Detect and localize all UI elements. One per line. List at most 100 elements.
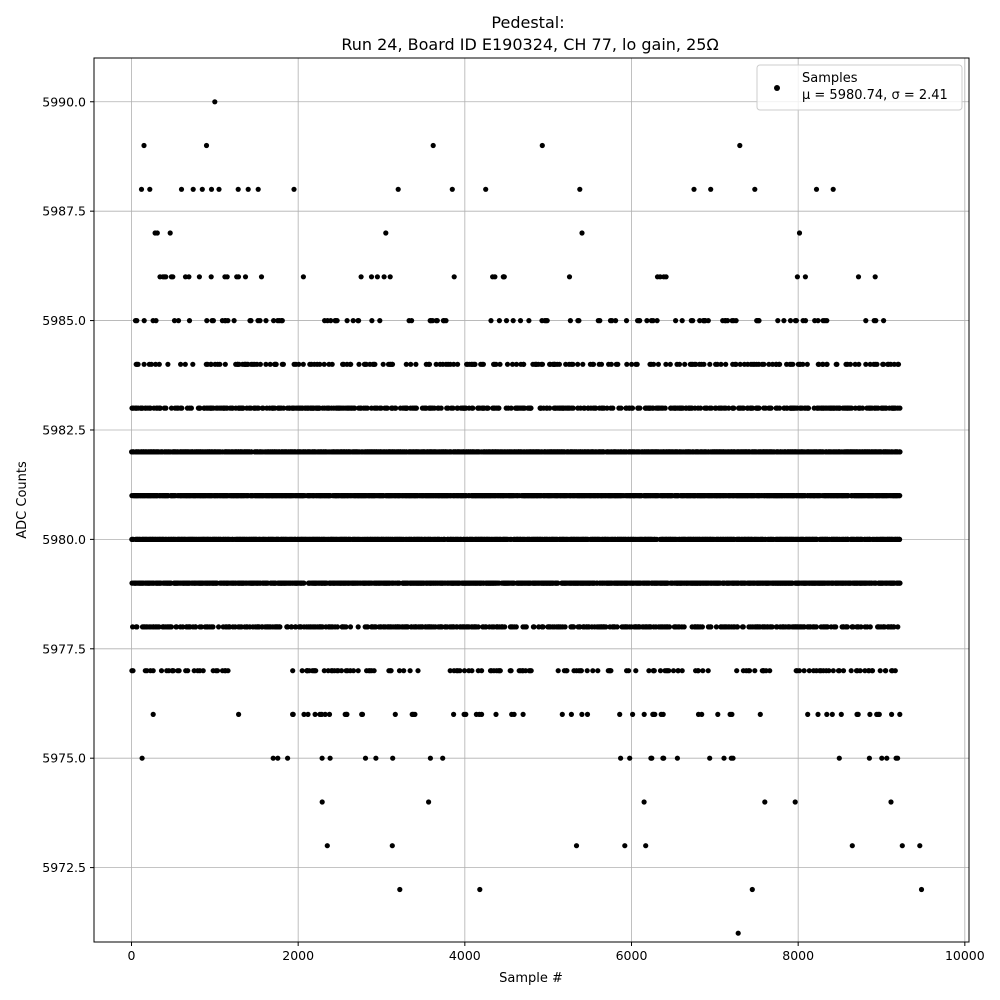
sample-point xyxy=(539,361,546,367)
sample-point xyxy=(662,405,668,411)
sample-point xyxy=(217,361,223,367)
sample-point xyxy=(768,405,774,411)
sample-point xyxy=(787,318,794,324)
sample-point xyxy=(579,230,585,236)
sample-point xyxy=(737,361,743,367)
sample-point xyxy=(248,318,254,324)
sample-point xyxy=(496,405,502,411)
sample-point xyxy=(260,405,266,411)
sample-point xyxy=(344,318,350,324)
sample-point xyxy=(178,361,184,367)
sample-point xyxy=(637,405,643,411)
sample-point xyxy=(663,274,669,280)
sample-point xyxy=(570,361,576,367)
sample-point xyxy=(173,624,180,630)
sample-point xyxy=(663,361,669,367)
sample-point xyxy=(443,318,449,324)
sample-point xyxy=(168,405,175,411)
sample-point xyxy=(224,274,230,280)
sample-point xyxy=(775,318,781,324)
sample-point xyxy=(707,361,713,367)
data-points xyxy=(129,99,925,936)
sample-point xyxy=(455,361,461,367)
sample-point xyxy=(279,318,285,324)
sample-point xyxy=(156,361,162,367)
sample-point xyxy=(433,361,439,367)
sample-point xyxy=(277,624,283,630)
sample-point xyxy=(697,318,703,324)
sample-point xyxy=(769,624,775,630)
sample-point xyxy=(280,361,286,367)
sample-point xyxy=(610,405,616,411)
sample-point xyxy=(451,274,457,280)
sample-point xyxy=(651,361,657,367)
sample-point xyxy=(301,580,307,586)
sample-point xyxy=(450,405,456,411)
sample-point xyxy=(364,405,370,411)
sample-point xyxy=(634,361,640,367)
sample-point xyxy=(657,274,663,280)
sample-point xyxy=(881,318,887,324)
sample-point xyxy=(575,361,581,367)
sample-point xyxy=(156,624,162,630)
sample-point xyxy=(824,318,830,324)
sample-point xyxy=(190,361,196,367)
sample-point xyxy=(517,318,524,324)
sample-point xyxy=(802,318,809,324)
sample-point xyxy=(148,361,154,367)
sample-point xyxy=(897,493,903,499)
sample-point xyxy=(761,361,767,367)
sample-point xyxy=(130,624,136,630)
sample-point xyxy=(880,361,887,367)
sample-point xyxy=(705,318,711,324)
sample-point xyxy=(708,405,715,411)
sample-point xyxy=(329,361,335,367)
sample-point xyxy=(513,624,519,630)
sample-point xyxy=(374,274,380,280)
sample-point xyxy=(343,624,349,630)
sample-point xyxy=(531,624,537,630)
sample-point xyxy=(666,624,673,630)
sample-point xyxy=(472,361,478,367)
sample-point xyxy=(824,361,830,367)
sample-point xyxy=(897,405,903,411)
sample-point xyxy=(793,318,800,324)
sample-point xyxy=(369,318,375,324)
sample-point xyxy=(593,405,599,411)
sample-point xyxy=(328,318,334,324)
sample-point xyxy=(300,361,306,367)
sample-point xyxy=(597,318,603,324)
sample-point xyxy=(387,274,393,280)
sample-point xyxy=(667,361,673,367)
sample-point xyxy=(372,361,378,367)
sample-point xyxy=(263,361,269,367)
sample-point xyxy=(849,405,855,411)
sample-point xyxy=(570,405,576,411)
sample-point xyxy=(566,274,573,280)
sample-point xyxy=(523,624,529,630)
sample-point xyxy=(257,361,263,367)
sample-point xyxy=(186,318,193,324)
sample-point xyxy=(300,274,306,280)
chart-title-line1: Pedestal: xyxy=(491,13,564,32)
sample-point xyxy=(347,624,354,630)
sample-point xyxy=(863,318,869,324)
sample-point xyxy=(741,405,747,411)
sample-point xyxy=(590,361,597,367)
sample-point xyxy=(153,318,159,324)
sample-point xyxy=(897,536,903,543)
sample-point xyxy=(231,318,237,324)
sample-point xyxy=(334,624,341,630)
sample-point xyxy=(170,274,176,280)
sample-point xyxy=(820,361,826,367)
sample-point xyxy=(334,318,340,324)
sample-point xyxy=(430,318,436,324)
sample-point xyxy=(480,361,486,367)
sample-point xyxy=(496,318,502,324)
sample-point xyxy=(204,318,210,324)
sample-point xyxy=(208,361,214,367)
sample-point xyxy=(750,405,756,411)
sample-point xyxy=(381,274,387,280)
sample-point xyxy=(271,318,277,324)
sample-point xyxy=(153,361,159,367)
